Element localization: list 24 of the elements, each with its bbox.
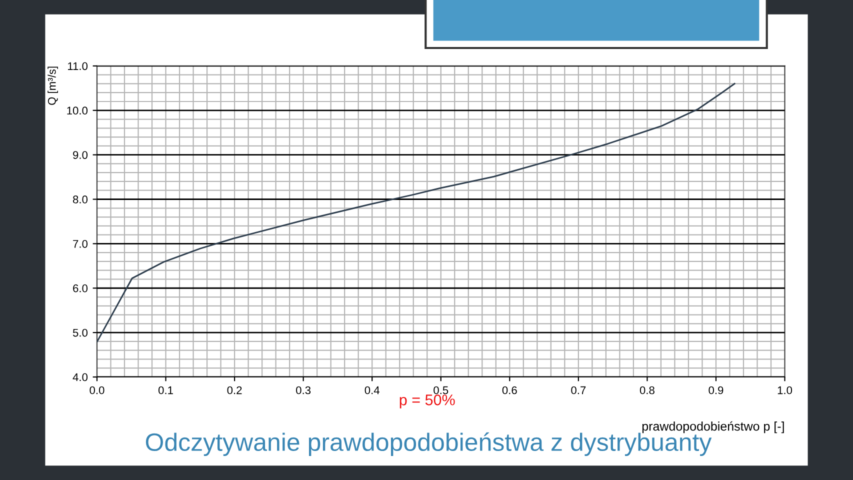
x-tick-label: 0.8 (640, 386, 654, 394)
x-tick-label: 0.1 (158, 386, 173, 394)
y-tick-label: 9.0 (73, 151, 88, 159)
y-axis-title: Q [m³/s] (48, 66, 58, 105)
x-axis-title: prawdopodobieństwo p [-] (642, 421, 784, 434)
x-tick-label: 0.6 (502, 386, 517, 394)
text: Odczytywanie prawdopodobieństwa z dystrybuanty (146, 432, 712, 456)
x-tick-label: 0.4 (364, 386, 380, 394)
y-tick-label: 4.0 (72, 373, 88, 382)
y-tick-label: 8.0 (72, 196, 88, 204)
x-tick-label: 0.5 (434, 386, 448, 394)
x-tick-label: 0.0 (90, 386, 104, 394)
x-tick-label: 0.7 (571, 386, 586, 394)
text: p = 50% (400, 394, 455, 408)
y-tick-label: 7.0 (73, 240, 88, 248)
y-tick-label: 10.0 (67, 106, 88, 115)
y-tick-label: 5.0 (72, 328, 88, 337)
x-tick-label: 0.2 (227, 386, 242, 394)
y-tick-label: 11.0 (68, 62, 88, 70)
x-tick-label: 0.3 (296, 386, 311, 394)
x-tick-label: 0.9 (708, 386, 724, 394)
x-tick-label: 1.0 (778, 386, 792, 394)
line-series (96, 82, 736, 343)
y-tick-label: 6.0 (73, 284, 88, 292)
